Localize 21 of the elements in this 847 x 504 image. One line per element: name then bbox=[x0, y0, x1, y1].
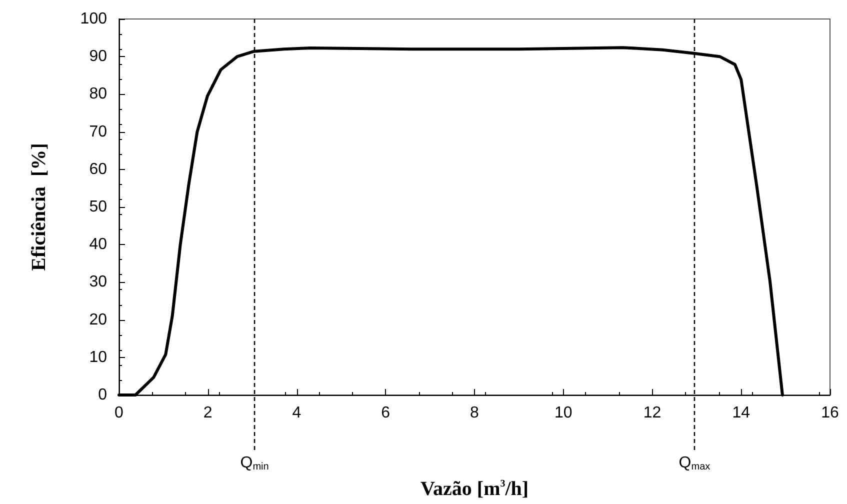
x-tick-label: 2 bbox=[203, 404, 212, 422]
y-tick-label: 70 bbox=[89, 123, 108, 140]
y-tick-label: 0 bbox=[98, 386, 108, 404]
x-tick-label: 12 bbox=[643, 404, 662, 422]
y-tick-label: 80 bbox=[89, 86, 108, 103]
y-tick-label: 100 bbox=[80, 10, 108, 28]
y-tick-label: 50 bbox=[89, 198, 108, 216]
x-tick-label: 6 bbox=[381, 404, 390, 422]
y-tick-label: 40 bbox=[89, 236, 108, 254]
x-tick-label: 8 bbox=[470, 404, 480, 422]
y-tick-label: 10 bbox=[89, 348, 108, 366]
y-tick-label: 90 bbox=[89, 48, 108, 66]
y-tick-label: 30 bbox=[89, 274, 108, 291]
x-tick-label: 14 bbox=[732, 404, 750, 422]
y-tick-label: 20 bbox=[89, 311, 108, 328]
x-tick-label: 10 bbox=[554, 404, 572, 422]
x-tick-label: 4 bbox=[292, 404, 302, 422]
y-axis-title: Eficiência [%] bbox=[28, 143, 50, 271]
y-tick-label: 60 bbox=[89, 160, 108, 178]
x-tick-label: 0 bbox=[114, 404, 124, 422]
x-tick-label: 16 bbox=[821, 404, 839, 422]
